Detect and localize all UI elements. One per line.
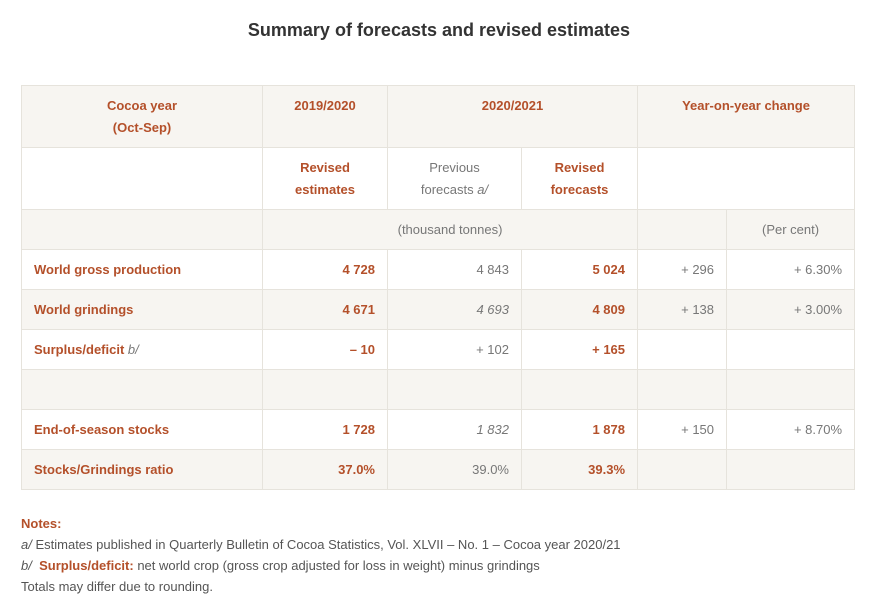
data-row: World grindings 4 671 4 693 4 809 + 138 + 3.0… <box>21 289 856 330</box>
note-marker: b/ <box>21 558 32 573</box>
note-line: a/ Estimates published in Quarterly Bull… <box>21 534 621 555</box>
title: Summary of forecasts and revised estimat… <box>247 20 631 40</box>
note-line: b/ Surplus/deficit: net world crop (gros… <box>21 555 621 576</box>
header-text: forecasts <box>550 181 609 197</box>
header-cell: 2020/2021 <box>386 85 639 148</box>
note-term: Surplus/deficit: <box>39 558 134 573</box>
value-cell: + 102 <box>387 329 522 370</box>
spacer-row <box>21 369 856 410</box>
header-row: Cocoa year (Oct-Sep) 2019/2020 2020/2021 … <box>21 85 856 148</box>
row-label: End-of-season stocks <box>34 421 170 437</box>
note-text: Estimates published in Quarterly Bulleti… <box>35 537 621 552</box>
value-cell: 4 671 <box>262 289 388 330</box>
empty-cell <box>726 449 856 490</box>
row-label: World gross production <box>34 261 182 277</box>
empty-cell <box>520 369 639 410</box>
empty-cell <box>637 329 728 370</box>
empty-cell <box>387 369 522 410</box>
value-cell: + 138 <box>637 289 728 330</box>
row-label: Stocks/Grindings ratio <box>34 461 174 477</box>
row-label-cell: End-of-season stocks <box>21 409 263 450</box>
header-text: forecasts <box>420 181 474 197</box>
data-row: Stocks/Grindings ratio 37.0% 39.0% 39.3% <box>21 449 856 490</box>
value-cell: – 10 <box>262 329 388 370</box>
header-text: Revised <box>554 159 605 175</box>
empty-cell <box>637 449 728 490</box>
value-cell: + 165 <box>520 329 639 370</box>
notes: Notes: a/ Estimates published in Quarter… <box>21 513 621 597</box>
value-cell: 5 024 <box>520 249 639 290</box>
header-text: forecasts a/ <box>400 179 509 201</box>
empty-cell <box>637 147 856 210</box>
data-row: Surplus/deficit b/– 10 + 102 + 165 <box>21 329 856 370</box>
row-label-cell: Stocks/Grindings ratio <box>21 449 263 490</box>
empty-cell <box>726 329 856 370</box>
empty-cell <box>21 147 263 210</box>
row-label: World grindings <box>34 301 134 317</box>
value-cell: + 150 <box>637 409 728 450</box>
empty-cell <box>21 209 263 250</box>
value-cell: 1 832 <box>387 409 522 450</box>
row-label-cell: World grindings <box>21 289 263 330</box>
empty-cell <box>726 369 856 410</box>
units-cell: (thousand tonnes) <box>261 209 639 250</box>
summary-table: Cocoa year (Oct-Sep) 2019/2020 2020/2021 … <box>21 85 856 490</box>
value-cell: 4 693 <box>387 289 522 330</box>
value-cell: 4 809 <box>520 289 639 330</box>
units-cell: (Per cent) <box>726 209 856 250</box>
value-cell: 1 878 <box>520 409 639 450</box>
empty-cell <box>637 209 728 250</box>
header-text: estimates <box>295 181 355 197</box>
table-body: Cocoa year (Oct-Sep) 2019/2020 2020/2021 … <box>21 85 856 490</box>
empty-cell <box>637 369 728 410</box>
value-cell: + 6.30% <box>726 249 856 290</box>
subheader-row: Revised estimates Previous forecasts a/ Re… <box>21 147 856 210</box>
data-row: End-of-season stocks 1 728 1 832 1 878 + 150… <box>21 409 856 450</box>
row-label-cell: Surplus/deficit b/ <box>21 329 263 370</box>
row-label: Surplus/deficit <box>34 341 125 357</box>
header-cell: 2019/2020 <box>262 85 388 148</box>
value-cell: 4 728 <box>262 249 388 290</box>
value-cell: + 296 <box>637 249 728 290</box>
value-cell: + 3.00% <box>726 289 856 330</box>
note-marker: b/ <box>127 341 139 357</box>
header-cell: Year-on-year change <box>637 85 856 148</box>
note-marker: a/ <box>21 537 32 552</box>
header-cell: Cocoa year (Oct-Sep) <box>21 85 263 148</box>
value-cell: 39.3% <box>520 449 639 490</box>
notes-heading: Notes: <box>21 516 62 531</box>
value-cell: + 8.70% <box>726 409 856 450</box>
note-marker: a/ <box>477 181 489 197</box>
header-cell: Revised forecasts <box>520 147 639 210</box>
header-cell: Revised estimates <box>262 147 388 210</box>
empty-cell <box>21 369 263 410</box>
value-cell: 37.0% <box>262 449 388 490</box>
units-row: (thousand tonnes) (Per cent) <box>21 209 856 250</box>
empty-cell <box>262 369 388 410</box>
note-text: net world crop (gross crop adjusted for … <box>137 558 540 573</box>
value-cell: 4 843 <box>387 249 522 290</box>
value-cell: 1 728 <box>262 409 388 450</box>
header-text: Cocoa year <box>106 97 178 113</box>
note-line: Totals may differ due to rounding. <box>21 579 213 594</box>
data-row: World gross production 4 728 4 843 5 024 + 2… <box>21 249 856 290</box>
header-text: (Oct-Sep) <box>112 119 172 135</box>
header-cell: Previous forecasts a/ <box>387 147 522 210</box>
header-text: Revised <box>300 159 350 175</box>
row-label-cell: World gross production <box>21 249 263 290</box>
header-text: Previous <box>429 159 480 175</box>
value-cell: 39.0% <box>387 449 522 490</box>
